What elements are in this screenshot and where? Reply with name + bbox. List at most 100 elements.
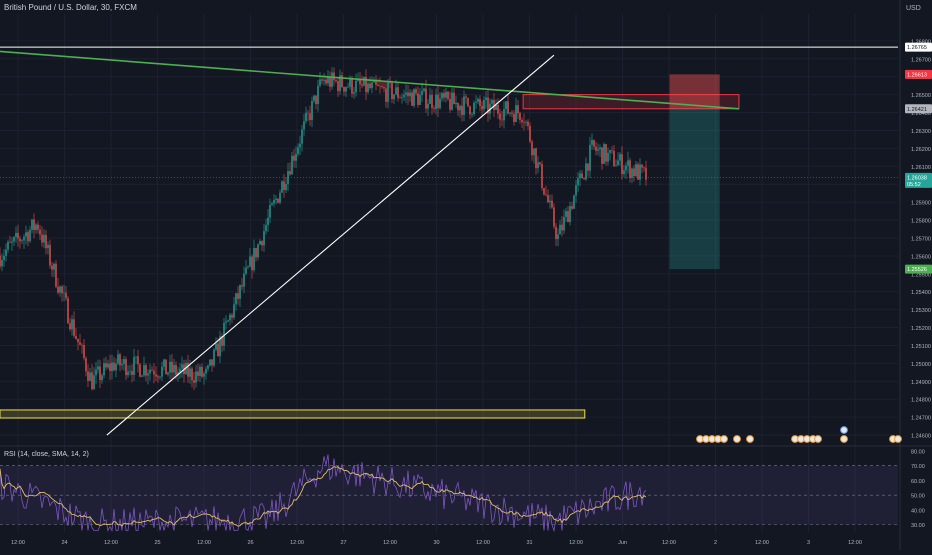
- candle-body: [579, 173, 581, 179]
- candle-body: [247, 266, 249, 268]
- candle-body: [621, 154, 623, 175]
- drawing-lines: [0, 46, 898, 436]
- candle-body: [251, 256, 253, 271]
- price-label-text: 1.26765: [907, 45, 927, 51]
- candle-body: [421, 90, 423, 95]
- time-tick-label: 3: [807, 540, 810, 546]
- candle-body: [205, 368, 207, 374]
- candle-body: [115, 363, 117, 371]
- candle-body: [289, 171, 291, 175]
- candle-body: [525, 121, 527, 123]
- rsi-pane: [0, 454, 898, 533]
- candle-body: [571, 206, 573, 209]
- candle-body: [559, 224, 561, 235]
- candle-body: [443, 93, 445, 98]
- candle-body: [159, 376, 161, 378]
- candle-body: [587, 163, 589, 171]
- candle-body: [347, 86, 349, 88]
- candle-body: [591, 140, 593, 145]
- candle-body: [547, 195, 549, 203]
- candle-body: [453, 92, 455, 105]
- price-label-tag: [905, 42, 932, 52]
- flag-icon: [733, 435, 741, 443]
- flag-icon: [840, 435, 848, 443]
- price-tick-label: 1.26300: [911, 129, 931, 135]
- candle-body: [471, 114, 473, 115]
- drawing-zones: [0, 74, 740, 419]
- candle-body: [267, 217, 269, 226]
- candle-body: [505, 101, 507, 110]
- candle-body: [353, 92, 355, 94]
- price-tick-label: 1.26500: [911, 93, 931, 99]
- candle-body: [99, 366, 101, 381]
- candle-body: [49, 244, 51, 266]
- price-label-text: 1.26421: [907, 107, 927, 113]
- candle-body: [93, 375, 95, 390]
- candle-body: [641, 164, 643, 168]
- candle-body: [493, 100, 495, 111]
- candle-body: [231, 314, 233, 318]
- candle-body: [411, 92, 413, 106]
- candle-body: [475, 101, 477, 103]
- ascending-trendline: [106, 54, 555, 436]
- candle-body: [9, 241, 11, 243]
- time-tick-label: 25: [154, 540, 160, 546]
- candle-body: [151, 369, 153, 371]
- candle-body: [387, 81, 389, 102]
- candle-body: [165, 359, 167, 375]
- candle-body: [331, 72, 333, 87]
- candle-body: [153, 370, 155, 375]
- candle-body: [145, 365, 147, 376]
- candle-body: [369, 83, 371, 88]
- candle-body: [71, 319, 73, 330]
- candle-body: [53, 263, 55, 270]
- candle-body: [91, 372, 93, 390]
- candle-body: [593, 140, 595, 147]
- candle-body: [233, 304, 235, 318]
- candle-body: [533, 148, 535, 156]
- price-tick-label: 1.26100: [911, 165, 931, 171]
- candle-body: [509, 112, 511, 114]
- candle-body: [417, 93, 419, 105]
- candle-body: [147, 373, 149, 376]
- candle-body: [97, 366, 99, 370]
- candle-body: [3, 255, 5, 261]
- candle-body: [601, 147, 603, 164]
- candle-body: [31, 219, 33, 230]
- candle-body: [101, 375, 103, 381]
- candle-body: [457, 102, 459, 111]
- candle-body: [119, 354, 121, 366]
- candle-body: [149, 369, 151, 374]
- time-tick-label: 26: [247, 540, 253, 546]
- candle-body: [583, 178, 585, 180]
- candle-body: [15, 232, 17, 238]
- price-label-text: 1.26613: [907, 72, 927, 78]
- candle-body: [607, 152, 609, 162]
- candle-body: [167, 372, 169, 375]
- candle-body: [21, 240, 23, 242]
- candle-body: [89, 372, 91, 381]
- rsi-tick-label: 80.00: [911, 449, 925, 455]
- candle-body: [345, 87, 347, 92]
- descending-trendline: [0, 50, 740, 110]
- candle-body: [341, 75, 343, 88]
- rsi-sma-line: [0, 466, 647, 527]
- time-tick-label: 12:00: [848, 540, 862, 546]
- candle-body: [485, 97, 487, 100]
- candle-body: [555, 226, 557, 239]
- candle-body: [241, 285, 243, 287]
- candle-body: [223, 322, 225, 346]
- candle-body: [361, 84, 363, 86]
- candle-body: [209, 359, 211, 366]
- candle-body: [531, 141, 533, 156]
- candle-body: [137, 356, 139, 365]
- axes: 1.268001.267001.266001.265001.264001.263…: [11, 39, 932, 546]
- candle-body: [487, 97, 489, 114]
- flag-icon: [814, 435, 822, 443]
- candle-body: [75, 335, 77, 339]
- candle-body: [245, 267, 247, 274]
- candle-body: [643, 167, 645, 169]
- candle-body: [243, 273, 245, 287]
